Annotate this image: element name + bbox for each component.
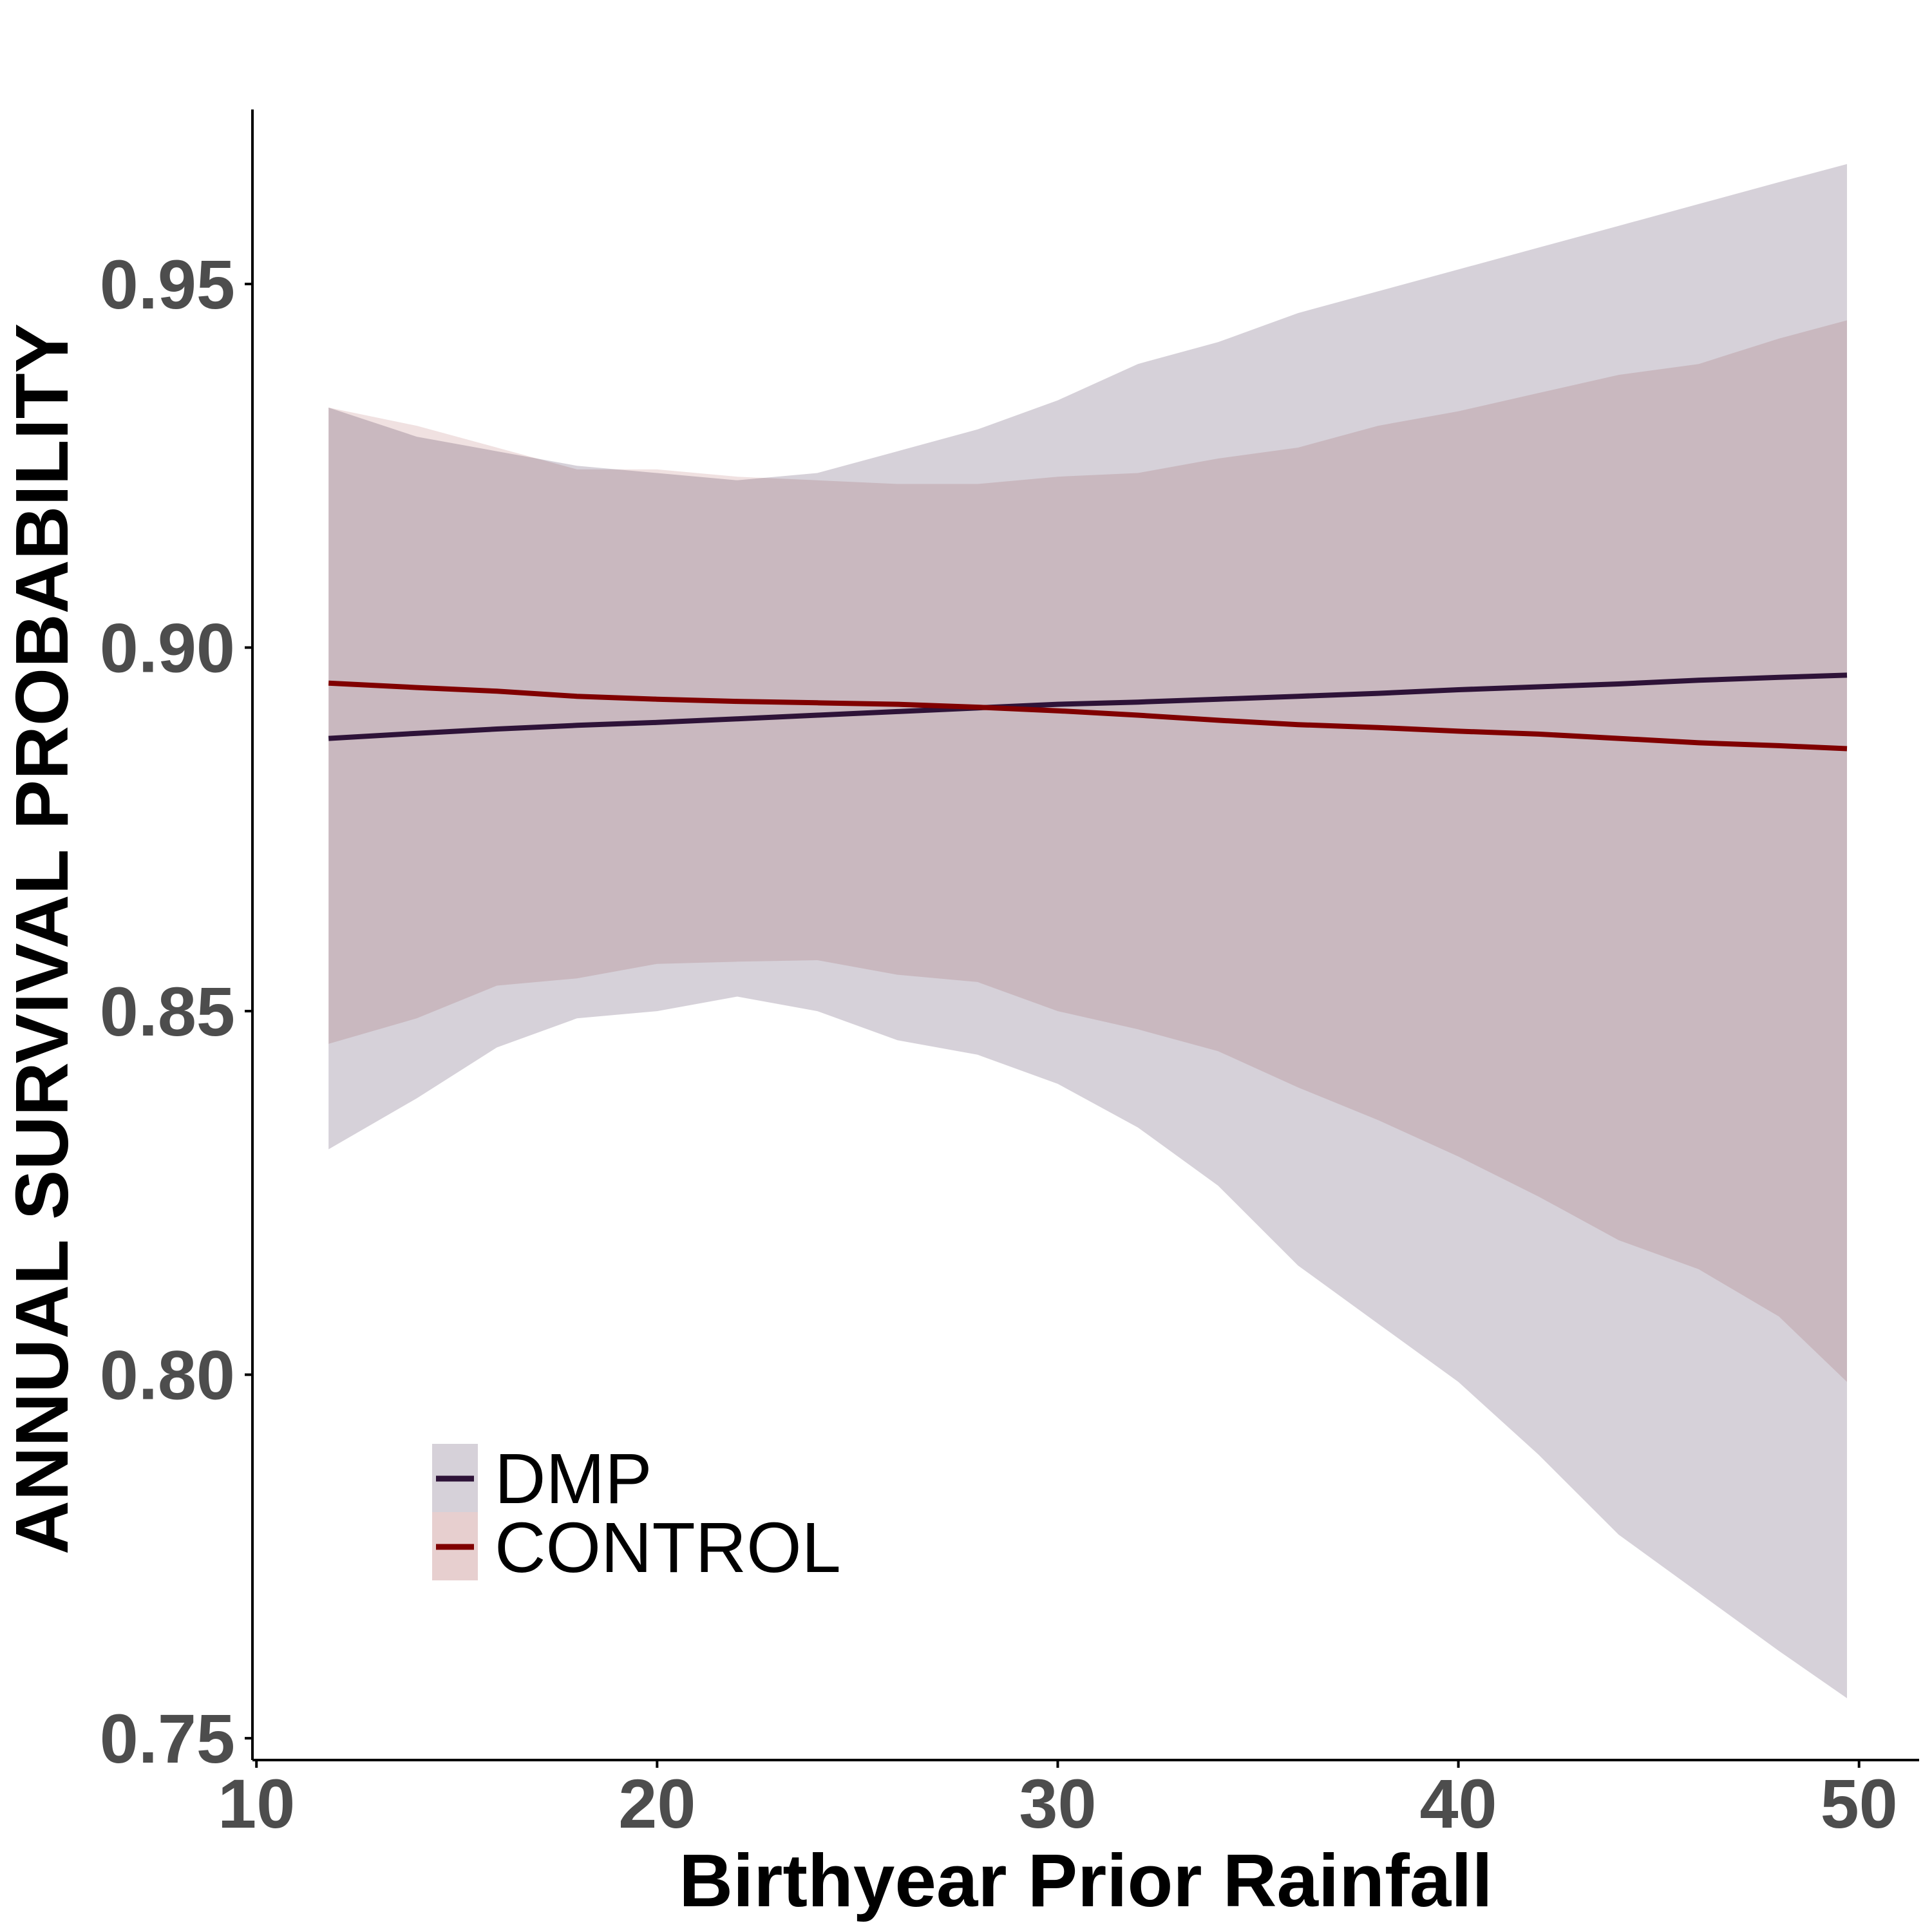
x-tick-label: 40: [1419, 1765, 1497, 1842]
series-lines: [328, 672, 1848, 752]
x-axis-title: Birthyear Prior Rainfall: [679, 1839, 1492, 1922]
x-tick-label: 20: [618, 1765, 696, 1842]
x-tick-label: 30: [1019, 1765, 1096, 1842]
series-line-dmp: [328, 672, 1848, 741]
y-axis-title: ANNUAL SURVIVAL PROBABILITY: [0, 323, 84, 1555]
legend-label-control: CONTROL: [495, 1508, 841, 1587]
x-tick-label: 50: [1821, 1765, 1898, 1842]
legend: DMP CONTROL: [432, 1439, 841, 1587]
x-tick-label: 10: [218, 1765, 295, 1842]
y-tick-label: 0.80: [100, 1336, 235, 1414]
y-tick-label: 0.95: [100, 245, 235, 323]
x-axis-ticks: 10 20 30 40 50: [218, 1760, 1898, 1842]
y-tick-label: 0.90: [100, 609, 235, 687]
y-axis-ticks: 0.75 0.80 0.85 0.90 0.95: [100, 245, 252, 1777]
confidence-band-control: [328, 320, 1848, 1382]
y-tick-label: 0.85: [100, 972, 235, 1050]
axes: [251, 109, 1919, 1761]
series-line-control: [328, 680, 1848, 752]
confidence-bands: [328, 164, 1848, 1699]
legend-label-dmp: DMP: [495, 1439, 652, 1519]
y-tick-label: 0.75: [100, 1700, 235, 1777]
